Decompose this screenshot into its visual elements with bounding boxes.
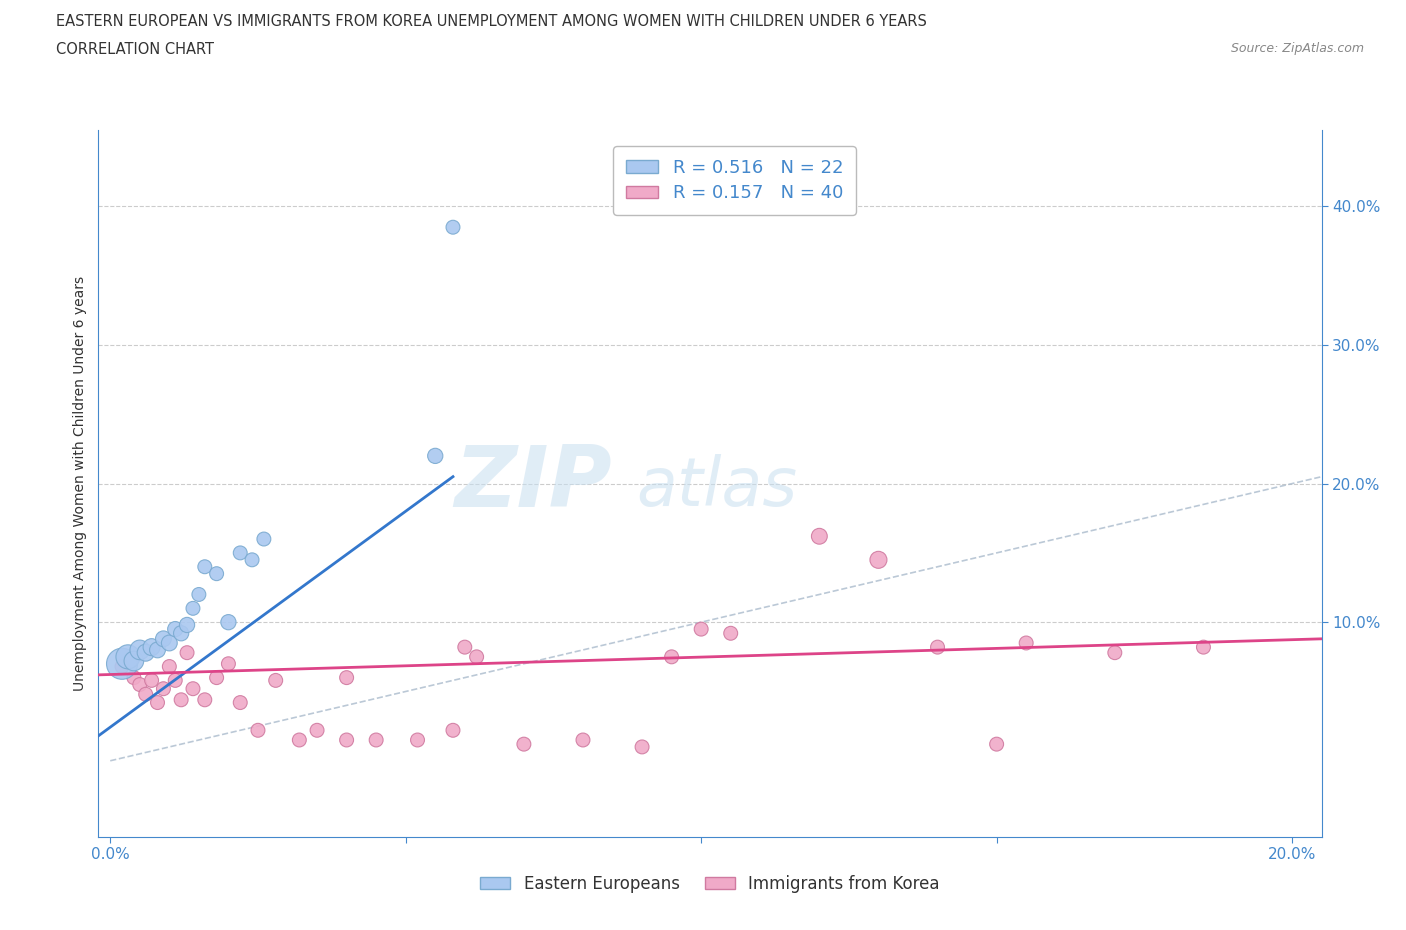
Point <box>986 737 1008 751</box>
Point <box>146 695 169 710</box>
Point <box>572 733 595 748</box>
Point <box>240 552 263 567</box>
Text: ZIP: ZIP <box>454 442 612 525</box>
Point <box>690 621 713 636</box>
Point <box>146 643 169 658</box>
Point <box>135 687 157 702</box>
Point <box>441 219 464 234</box>
Point <box>217 615 239 630</box>
Point <box>205 566 228 581</box>
Point <box>1104 645 1126 660</box>
Point <box>128 643 150 658</box>
Point <box>465 649 488 664</box>
Point <box>336 671 359 685</box>
Y-axis label: Unemployment Among Women with Children Under 6 years: Unemployment Among Women with Children U… <box>73 276 87 691</box>
Point <box>927 640 949 655</box>
Point <box>141 640 163 655</box>
Point <box>366 733 388 748</box>
Point <box>194 692 217 707</box>
Point <box>288 733 311 748</box>
Point <box>152 682 174 697</box>
Point <box>170 692 193 707</box>
Legend: Eastern Europeans, Immigrants from Korea: Eastern Europeans, Immigrants from Korea <box>474 868 946 899</box>
Text: CORRELATION CHART: CORRELATION CHART <box>56 42 214 57</box>
Point <box>246 723 269 737</box>
Point <box>117 649 139 664</box>
Point <box>181 601 204 616</box>
Point <box>217 657 239 671</box>
Point <box>229 546 252 561</box>
Point <box>720 626 742 641</box>
Point <box>631 739 654 754</box>
Point <box>181 682 204 697</box>
Point <box>128 677 150 692</box>
Point <box>176 618 198 632</box>
Point <box>661 649 683 664</box>
Point <box>454 640 477 655</box>
Point <box>205 671 228 685</box>
Point <box>441 723 464 737</box>
Point <box>264 673 287 688</box>
Point <box>135 645 157 660</box>
Point <box>253 532 276 547</box>
Point <box>406 733 429 748</box>
Point <box>194 559 217 574</box>
Point <box>513 737 536 751</box>
Point <box>111 657 134 671</box>
Point <box>141 673 163 688</box>
Point <box>307 723 329 737</box>
Text: EASTERN EUROPEAN VS IMMIGRANTS FROM KOREA UNEMPLOYMENT AMONG WOMEN WITH CHILDREN: EASTERN EUROPEAN VS IMMIGRANTS FROM KORE… <box>56 14 927 29</box>
Point <box>157 659 180 674</box>
Text: atlas: atlas <box>637 454 797 520</box>
Point <box>1192 640 1215 655</box>
Point <box>122 671 145 685</box>
Point <box>122 654 145 669</box>
Text: Source: ZipAtlas.com: Source: ZipAtlas.com <box>1230 42 1364 55</box>
Point <box>165 621 187 636</box>
Point <box>157 635 180 650</box>
Point <box>152 631 174 646</box>
Point <box>1015 635 1038 650</box>
Point <box>165 673 187 688</box>
Point <box>176 645 198 660</box>
Point <box>808 529 831 544</box>
Point <box>868 552 890 567</box>
Point <box>170 626 193 641</box>
Point <box>111 659 134 674</box>
Point <box>336 733 359 748</box>
Point <box>187 587 209 602</box>
Point <box>425 448 447 463</box>
Point <box>229 695 252 710</box>
